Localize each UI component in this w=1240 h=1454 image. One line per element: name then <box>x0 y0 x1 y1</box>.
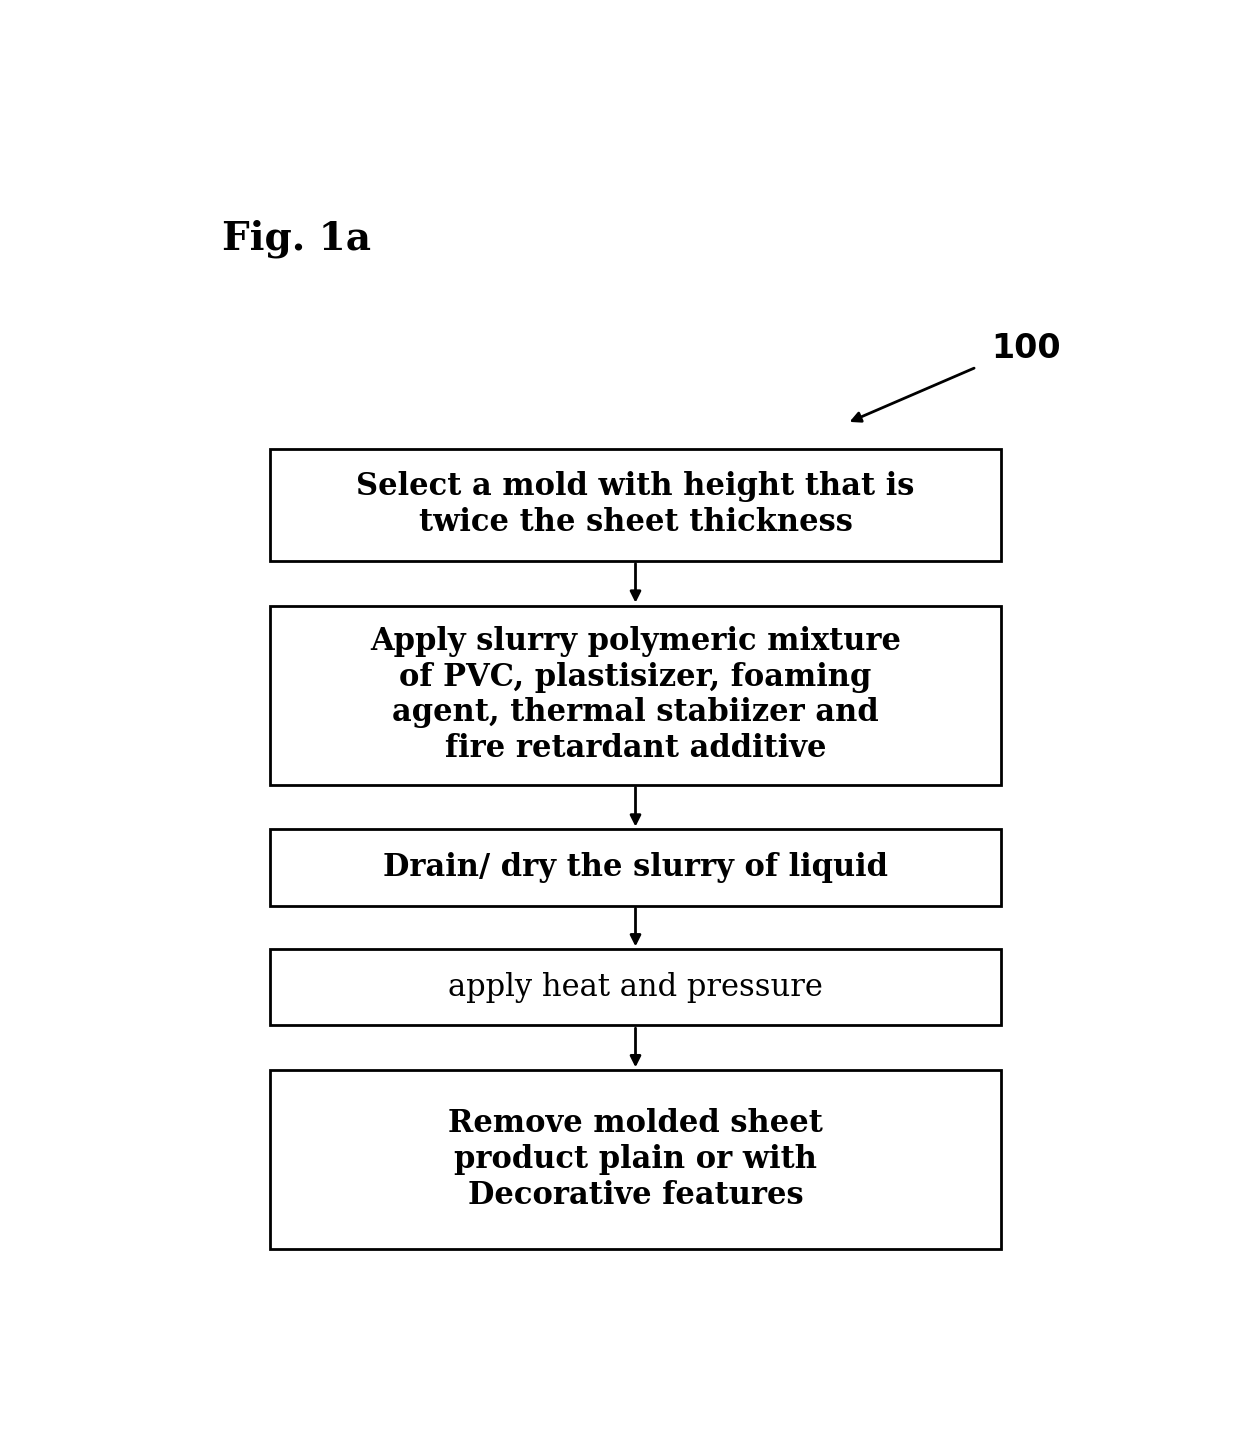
Bar <box>270 1070 1001 1249</box>
Text: Select a mold with height that is
twice the sheet thickness: Select a mold with height that is twice … <box>356 471 915 538</box>
Text: Drain/ dry the slurry of liquid: Drain/ dry the slurry of liquid <box>383 852 888 883</box>
Text: Remove molded sheet
product plain or with
Decorative features: Remove molded sheet product plain or wit… <box>448 1108 823 1211</box>
Bar <box>270 449 1001 561</box>
Bar <box>270 605 1001 785</box>
Text: Apply slurry polymeric mixture
of PVC, plastisizer, foaming
agent, thermal stabi: Apply slurry polymeric mixture of PVC, p… <box>370 625 901 765</box>
Text: Fig. 1a: Fig. 1a <box>222 220 371 257</box>
Text: apply heat and pressure: apply heat and pressure <box>448 971 823 1003</box>
Bar <box>270 829 1001 906</box>
Text: 100: 100 <box>991 332 1060 365</box>
Bar <box>270 949 1001 1025</box>
